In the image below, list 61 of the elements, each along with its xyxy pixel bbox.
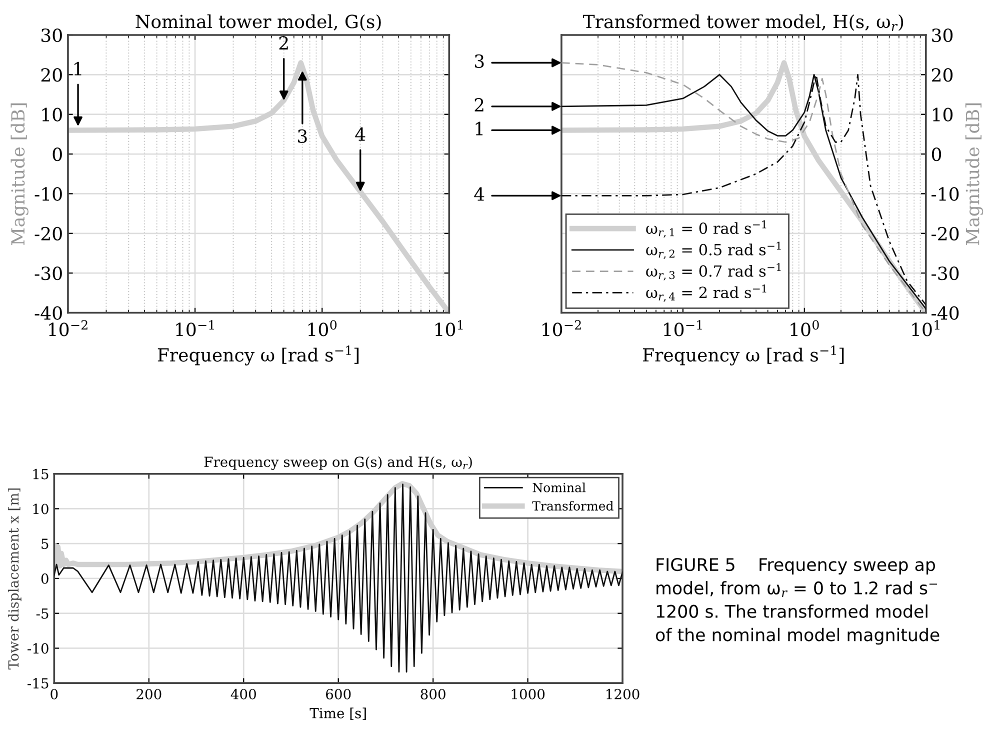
x-tick-label: 10$^{1}$: [435, 320, 463, 336]
y2-tick-label: -10: [932, 187, 959, 201]
y-tick-label: -10: [34, 187, 62, 201]
y-tick-label: 0: [52, 147, 62, 162]
y-tick-label: 10: [33, 504, 48, 514]
legend-label: Nominal: [532, 482, 586, 492]
y-tick-label: -15: [28, 678, 48, 689]
x-tick-label: 10$^{−1}$: [176, 320, 214, 336]
y2-tick-label: 0: [932, 147, 942, 162]
annotation: 1: [74, 62, 82, 76]
chart-title: Transformed tower model, H(s, ω$_{r}$): [582, 14, 904, 31]
text: FIGURE 5 Frequency sweep ap model, from ω$_{r}$ = 0 to 1.2 rad s$^{−}$ 1200 s. The transformed model of the nominal model magnitude: [656, 558, 940, 645]
chart-title: Frequency sweep on G(s) and H(s, ω$_{r}$): [204, 456, 472, 470]
legend-label: ω$_{r,1}$ = 0 rad s$^{−1}$: [646, 220, 766, 238]
y2-tick-label: 30: [932, 28, 953, 42]
x-tick-label: 1000: [512, 688, 545, 700]
y-tick-label: -10: [28, 643, 48, 654]
x-tick-label: 600: [326, 688, 351, 700]
text: 1: [476, 122, 482, 136]
y-tick-label: 20: [41, 68, 62, 82]
legend-label: ω$_{r,2}$ = 0.5 rad s$^{−1}$: [646, 242, 781, 260]
chart-title: Nominal tower model, G(s): [136, 14, 381, 31]
x-tick-label: 800: [420, 688, 446, 700]
text: 4: [474, 187, 484, 201]
x-tick-label: 10$^{−2}$: [49, 320, 88, 336]
y-axis-title: Magnitude [dB]: [10, 103, 28, 245]
text: 3: [474, 54, 484, 68]
y-tick-label: 0: [41, 573, 48, 584]
y2-tick-label: 20: [932, 68, 953, 82]
y-tick-label: -20: [34, 226, 62, 240]
y-axis-title: Tower displacement x [m]: [8, 488, 22, 670]
x-tick-label: 1200: [606, 688, 640, 700]
legend-label: Transformed: [532, 500, 614, 511]
y2-tick-label: -40: [932, 306, 959, 320]
y-tick-label: 15: [33, 468, 48, 480]
y-tick-label: 5: [42, 538, 48, 550]
y-tick-label: -40: [34, 306, 62, 320]
y2-axis-title: Magnitude [dB]: [965, 103, 984, 245]
x-tick-label: 10$^{−1}$: [664, 320, 702, 336]
y-tick-label: -30: [34, 266, 62, 280]
annotation: 4: [355, 127, 366, 141]
y2-tick-label: -30: [932, 266, 959, 280]
x-tick-label: 10$^{0}$: [790, 320, 819, 336]
x-axis-title: Frequency ω [rad s$^{−1}$]: [158, 345, 359, 366]
annotation: 2: [279, 36, 288, 50]
text: 2: [474, 98, 484, 112]
x-tick-label: 10$^{0}$: [308, 320, 337, 336]
x-tick-label: 400: [230, 688, 256, 700]
x-tick-label: 200: [136, 688, 162, 700]
y-tick-label: 10: [42, 108, 62, 122]
y-tick-label: 30: [42, 28, 62, 42]
legend-label: ω$_{r,3}$ = 0.7 rad s$^{−1}$: [646, 263, 781, 280]
x-tick-label: 10$^{1}$: [912, 320, 940, 336]
x-axis-title: Frequency ω [rad s$^{−1}$]: [643, 345, 844, 366]
annotation: 3: [298, 129, 307, 144]
x-tick-label: 10$^{−2}$: [542, 320, 581, 336]
y-tick-label: -5: [36, 608, 48, 619]
y2-tick-label: 10: [932, 108, 953, 122]
legend-label: ω$_{r,4}$ = 2 rad s$^{−1}$: [646, 284, 766, 302]
y2-tick-label: -20: [932, 226, 959, 240]
x-axis-title: Time [s]: [310, 708, 366, 720]
